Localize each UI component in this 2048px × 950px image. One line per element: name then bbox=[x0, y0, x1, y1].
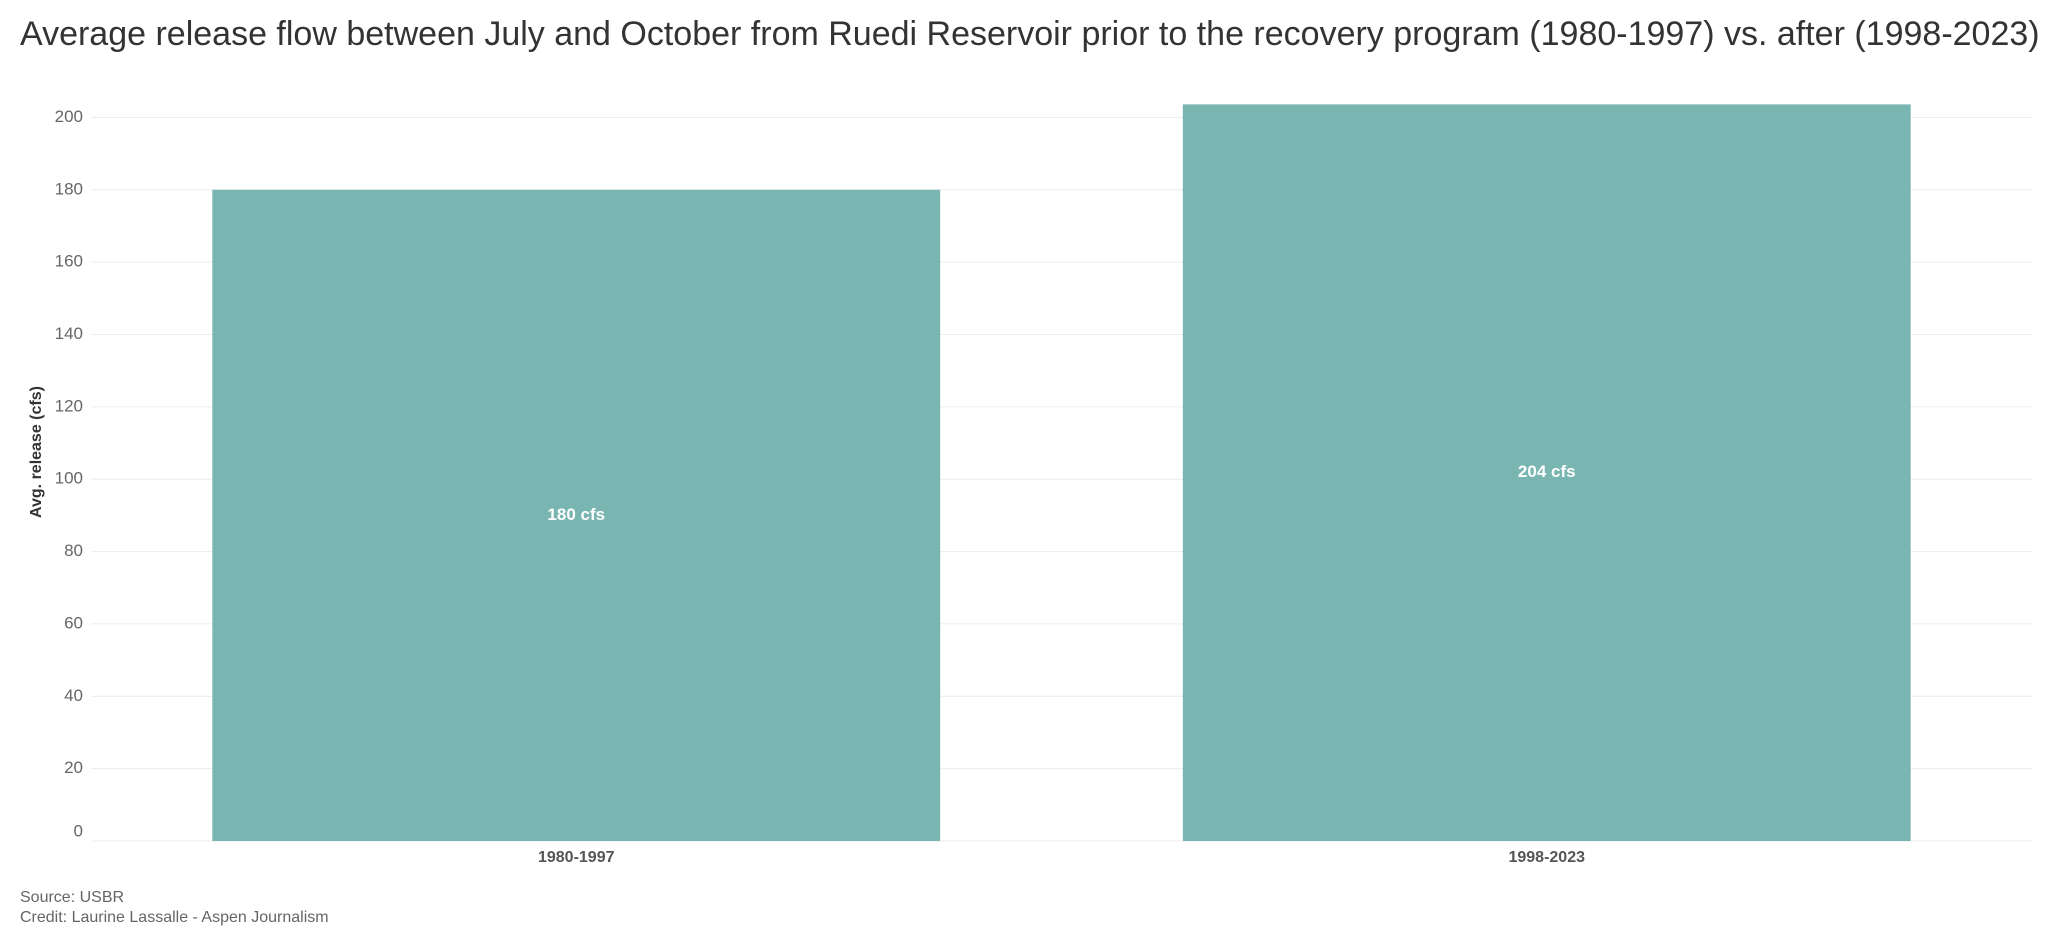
x-tick-label: 1980-1997 bbox=[538, 849, 615, 866]
y-tick-label: 100 bbox=[55, 469, 83, 488]
y-tick-label: 80 bbox=[64, 541, 83, 560]
value-label: 180 cfs bbox=[547, 505, 605, 524]
y-tick-label: 140 bbox=[55, 324, 83, 343]
source: Source: USBR bbox=[20, 889, 124, 906]
y-axis-title: Avg. release (cfs) bbox=[28, 386, 45, 518]
credit: Credit: Laurine Lassalle - Aspen Journal… bbox=[20, 909, 329, 926]
y-tick-label: 0 bbox=[74, 821, 83, 840]
bar bbox=[212, 189, 941, 842]
y-tick-label: 200 bbox=[55, 107, 83, 126]
y-tick-label: 20 bbox=[64, 758, 83, 777]
value-label: 204 cfs bbox=[1518, 462, 1576, 481]
bar bbox=[1182, 104, 1911, 841]
x-tick-label: 1998-2023 bbox=[1508, 849, 1585, 866]
chart-title: Average release flow between July and Oc… bbox=[20, 15, 2040, 53]
y-tick-label: 160 bbox=[55, 252, 83, 271]
y-tick-label: 120 bbox=[55, 396, 83, 415]
y-tick-label: 40 bbox=[64, 686, 83, 705]
y-tick-label: 180 bbox=[55, 179, 83, 198]
y-tick-label: 60 bbox=[64, 613, 83, 632]
